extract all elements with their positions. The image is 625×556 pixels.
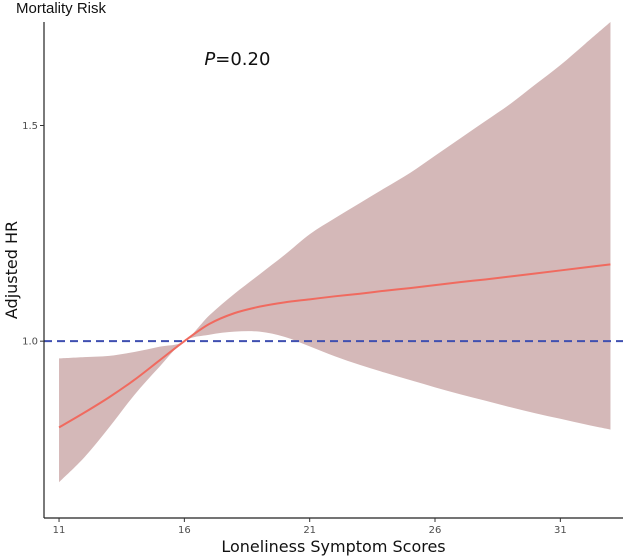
p-value-text: =0.20 [215, 49, 270, 70]
y-tick-label: 1.5 [22, 121, 38, 132]
hr-line [58, 263, 611, 429]
confidence-band [59, 22, 611, 483]
p-value-annotation: P=0.20 [204, 49, 270, 70]
x-tick-label: 26 [429, 525, 442, 536]
x-axis-title: Loneliness Symptom Scores [221, 537, 445, 556]
x-tick-label: 21 [303, 525, 316, 536]
y-tick-label: 1.0 [22, 337, 38, 348]
x-tick-label: 31 [554, 525, 567, 536]
x-tick-label: 11 [53, 525, 66, 536]
x-tick-label: 16 [178, 525, 191, 536]
y-axis-title: Adjusted HR [2, 221, 21, 319]
chart-title: Mortality Risk [16, 0, 107, 17]
p-value-symbol: P [204, 49, 215, 70]
